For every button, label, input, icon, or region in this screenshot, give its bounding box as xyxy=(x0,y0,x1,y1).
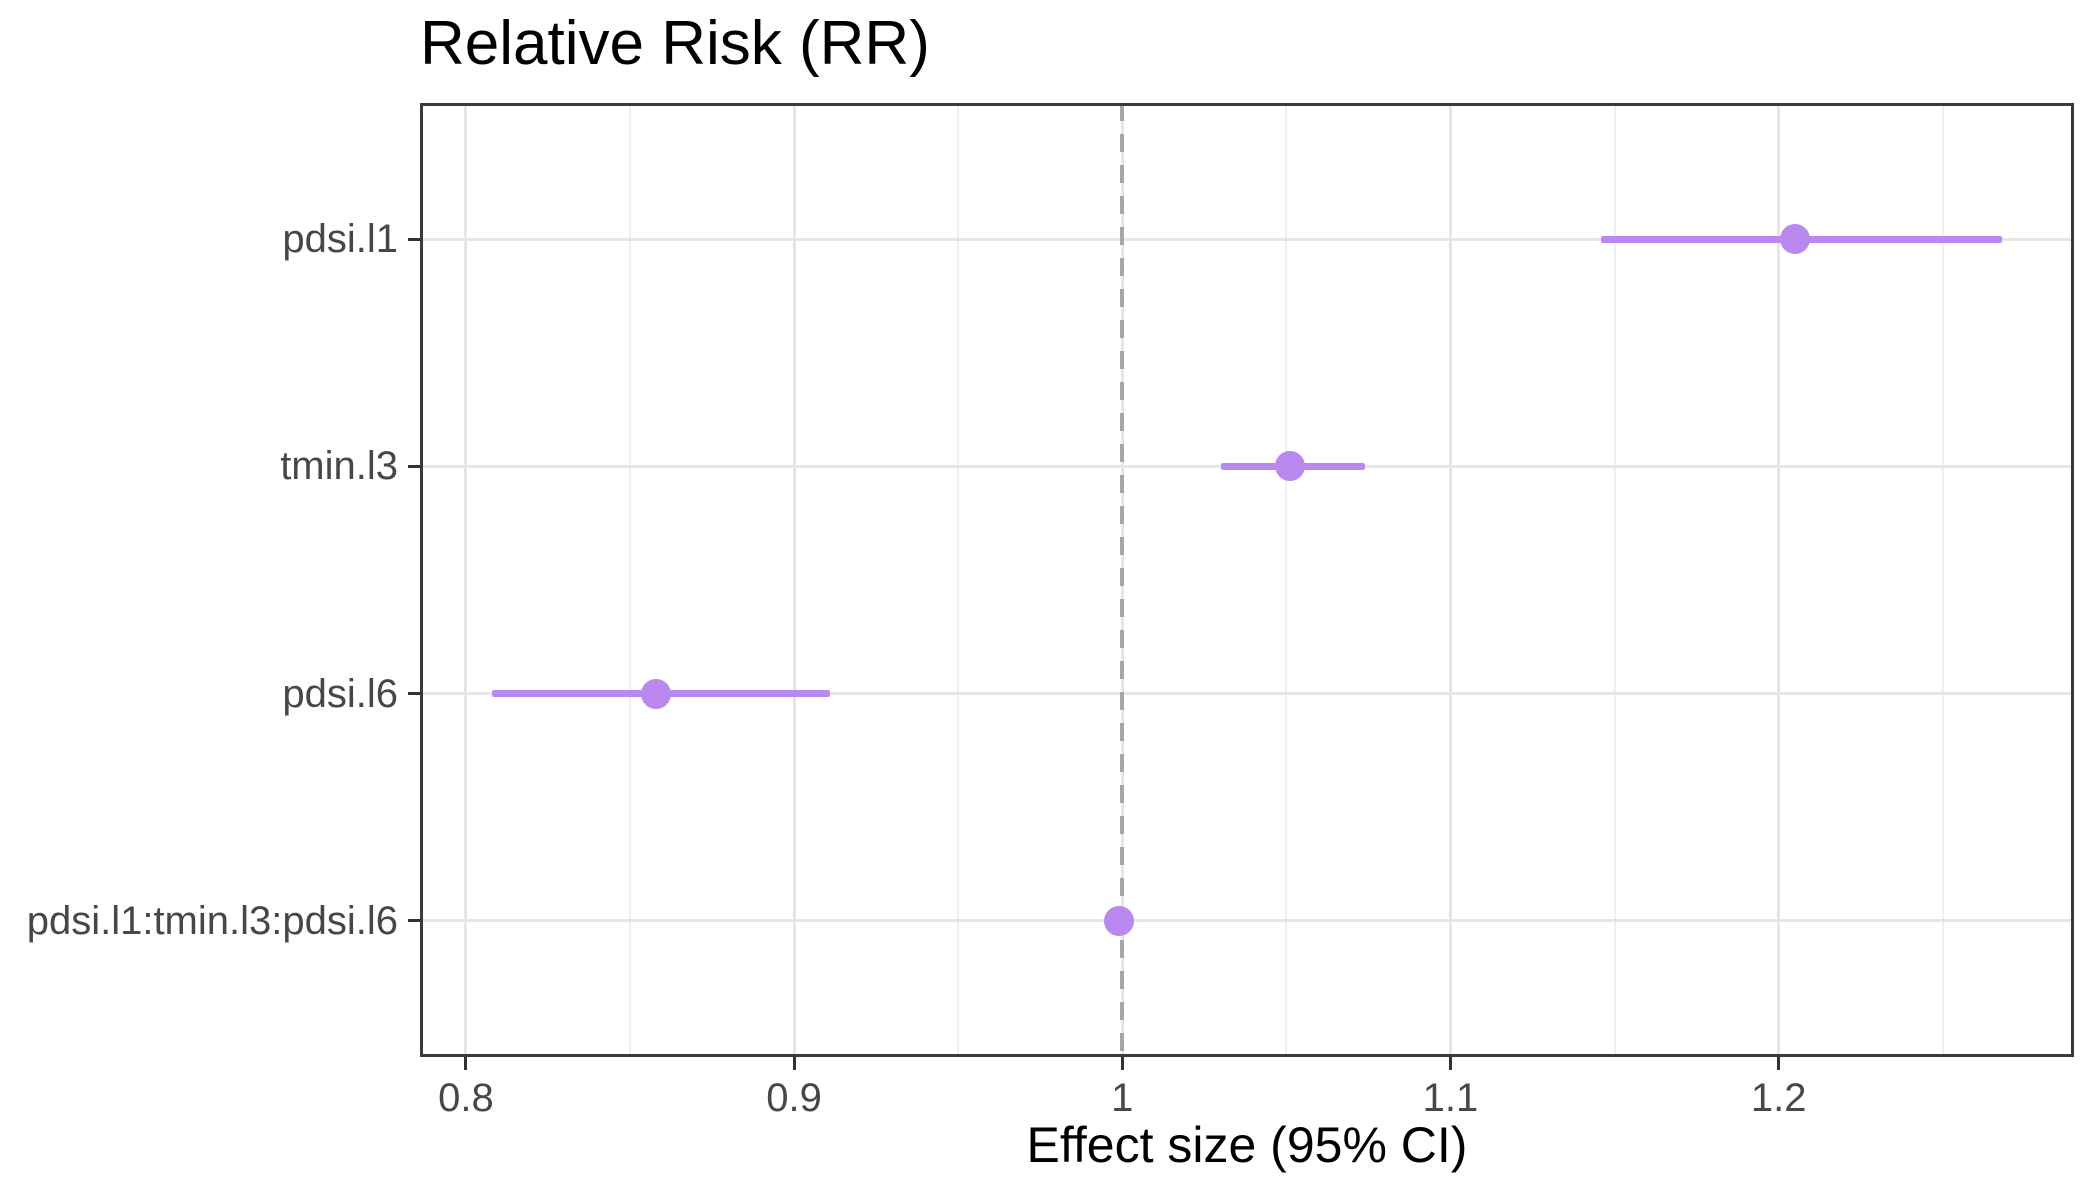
x-axis-tick-label: 1.2 xyxy=(1750,1076,1807,1120)
x-minor-gridline xyxy=(1941,103,1944,1057)
y-axis-label: tmin.l3 xyxy=(280,444,398,489)
x-axis-tick xyxy=(1120,1057,1124,1070)
estimate-point xyxy=(1780,224,1811,255)
plot-panel xyxy=(420,103,2074,1057)
y-axis-label: pdsi.l6 xyxy=(282,671,398,716)
x-axis-tick-label: 0.9 xyxy=(766,1076,822,1120)
x-major-gridline xyxy=(1448,103,1452,1057)
x-axis-title: Effect size (95% CI) xyxy=(1026,1117,1468,1173)
x-axis-tick-label: 1.1 xyxy=(1422,1076,1479,1120)
x-axis-tick xyxy=(464,1057,468,1070)
x-minor-gridline xyxy=(629,103,632,1057)
y-major-gridline xyxy=(420,692,2074,696)
x-major-gridline xyxy=(1777,103,1781,1057)
y-major-gridline xyxy=(420,237,2074,241)
y-axis-label: pdsi.l1 xyxy=(282,217,398,262)
y-axis-tick xyxy=(408,237,420,241)
y-axis-tick xyxy=(408,692,420,696)
x-major-gridline xyxy=(792,103,796,1057)
estimate-point xyxy=(1274,451,1305,482)
x-axis-tick xyxy=(1448,1057,1452,1070)
estimate-point xyxy=(1104,905,1134,936)
reference-line xyxy=(1120,103,1125,1057)
estimate-point xyxy=(641,678,672,709)
x-axis-tick-label: 0.8 xyxy=(438,1076,494,1120)
x-major-gridline xyxy=(464,103,468,1057)
y-axis-tick xyxy=(408,919,420,923)
x-minor-gridline xyxy=(957,103,960,1057)
y-axis-label: pdsi.l1:tmin.l3:pdsi.l6 xyxy=(26,898,398,943)
x-axis-tick-label: 1 xyxy=(1111,1076,1134,1120)
x-minor-gridline xyxy=(1285,103,1288,1057)
x-axis-tick xyxy=(1777,1057,1781,1070)
x-axis-tick xyxy=(792,1057,796,1070)
y-axis-tick xyxy=(408,464,420,468)
y-major-gridline xyxy=(420,919,2074,923)
x-minor-gridline xyxy=(1613,103,1616,1057)
plot-title: Relative Risk (RR) xyxy=(420,9,930,78)
